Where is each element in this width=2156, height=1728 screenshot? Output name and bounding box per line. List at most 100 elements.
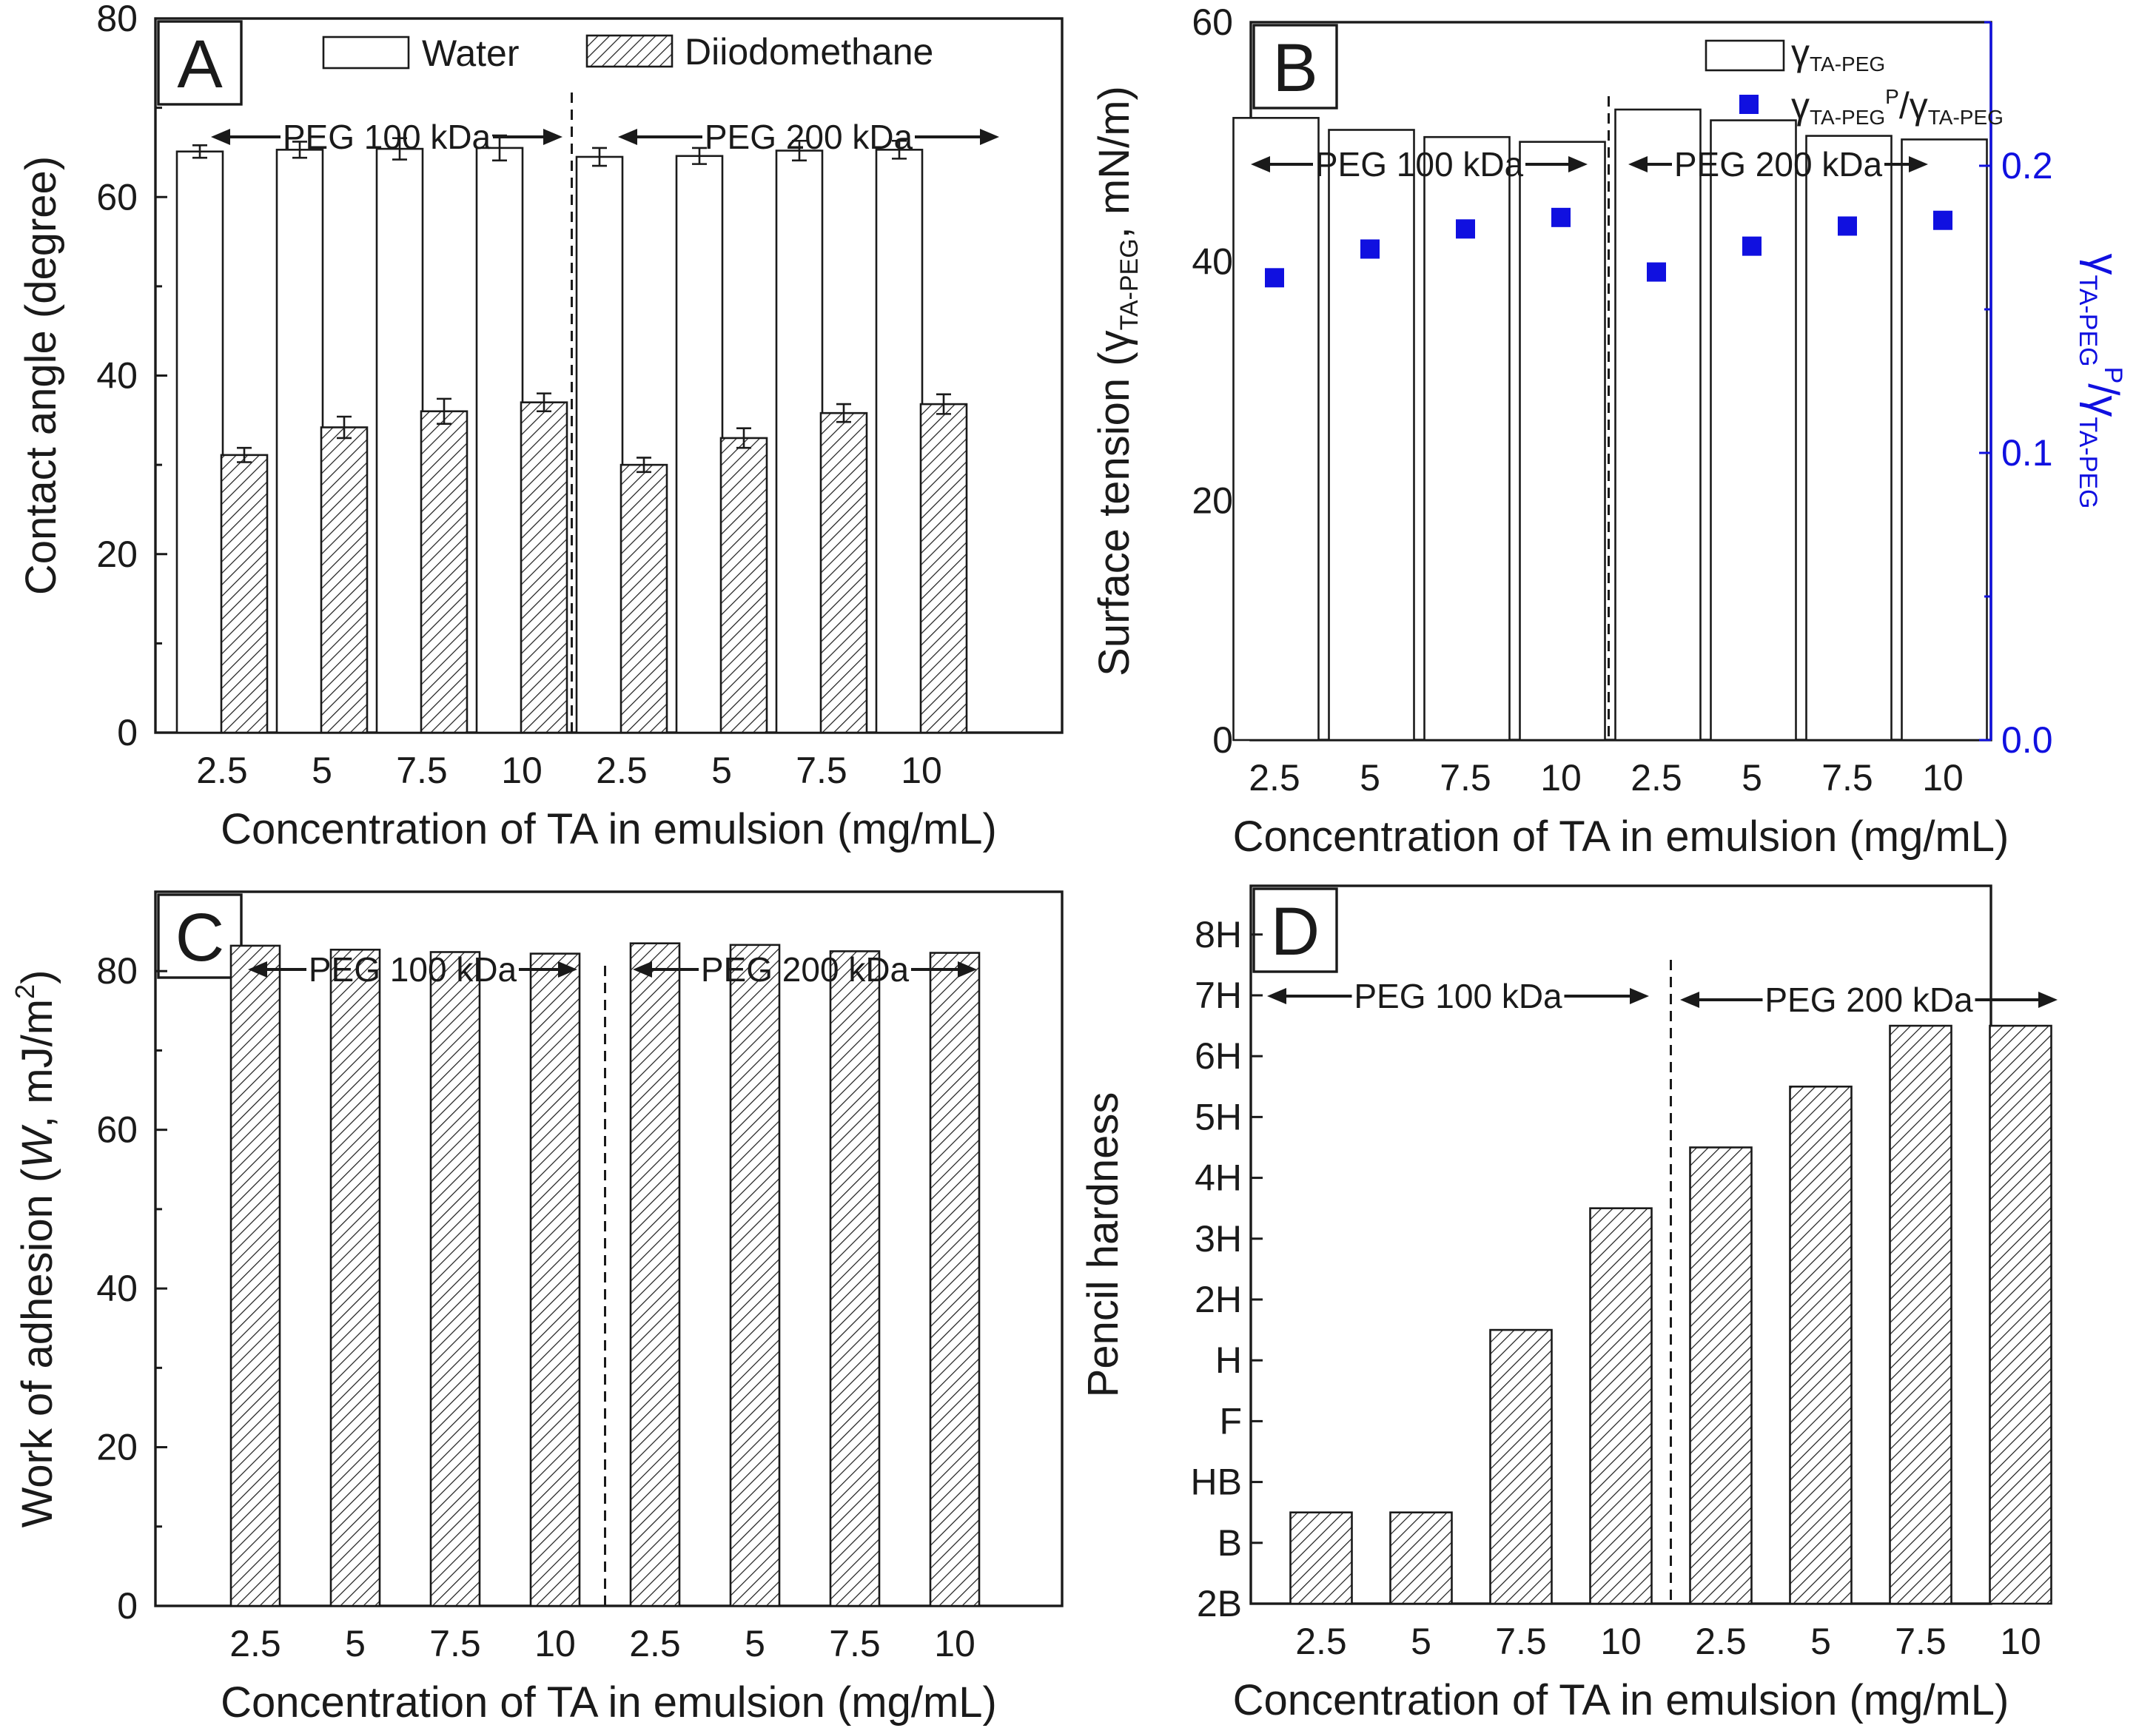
surface-tension-bar	[1710, 119, 1797, 742]
label-subscript: TA-PEG	[1928, 106, 2004, 129]
x-tick-label: 5	[1411, 1621, 1431, 1662]
label-part: W	[13, 1124, 61, 1169]
panel-c-x-axis-title: Concentration of TA in emulsion (mg/mL)	[221, 1678, 997, 1727]
label-part: , mN/m)	[1090, 86, 1138, 238]
arrow-head-left	[1251, 156, 1270, 172]
hardness-bar	[1489, 1328, 1553, 1605]
ratio-marker	[1456, 219, 1475, 239]
arrow-head-right	[543, 129, 562, 145]
panel-a-group-label: PEG 200 kDa	[705, 118, 913, 156]
label-part: /	[2079, 383, 2127, 396]
water-bar	[475, 147, 524, 734]
legend-bar-swatch	[1705, 39, 1785, 72]
water-bar	[675, 155, 724, 734]
panel-b-y-axis-title: Surface tension (γTA-PEG, mN/m)	[1090, 86, 1144, 676]
y-tick-label: 40	[96, 1268, 138, 1309]
surface-tension-bar	[1328, 129, 1415, 742]
y-tick-label: 60	[1192, 1, 1233, 43]
panel-b-letter: B	[1272, 30, 1317, 106]
diiodomethane-bar	[919, 403, 968, 734]
arrow-head-left	[1267, 988, 1286, 1004]
legend-diiodomethane-swatch	[585, 34, 674, 68]
x-tick-label: 10	[2000, 1621, 2041, 1662]
hardness-bar	[1289, 1511, 1353, 1605]
panel-b-group-annotation: PEG 100 kDa	[1251, 145, 1588, 184]
surface-tension-bar	[1901, 138, 1988, 742]
adhesion-bar	[829, 950, 881, 1607]
panel-c-group-annotation: PEG 100 kDa	[248, 950, 577, 989]
y-tick-label: 20	[1192, 480, 1233, 522]
panel-a-x-axis-title: Concentration of TA in emulsion (mg/mL)	[221, 805, 997, 853]
panel-c-group-label: PEG 200 kDa	[701, 950, 910, 989]
hardness-bar	[1789, 1085, 1853, 1605]
x-tick-label: 2.5	[629, 1623, 681, 1664]
label-part: γ	[1791, 85, 1810, 127]
x-tick-label: 2.5	[196, 750, 248, 791]
diiodomethane-bar	[520, 401, 568, 734]
y-tick-label: 8H	[1195, 914, 1242, 955]
panel-a-group-label: PEG 100 kDa	[283, 118, 491, 156]
x-tick-label: 2.5	[596, 750, 648, 791]
water-bar	[575, 155, 624, 734]
arrow-head-left	[211, 129, 230, 145]
x-tick-label: 10	[534, 1623, 576, 1664]
legend-diiodomethane-label: Diiodomethane	[685, 31, 933, 73]
y-tick-label: 7H	[1195, 975, 1242, 1016]
adhesion-bar	[929, 952, 981, 1607]
water-bar	[175, 150, 224, 734]
label-superscript: P	[2099, 367, 2127, 384]
legend-bar-label: γTA-PEG	[1791, 32, 1885, 75]
surface-tension-bar	[1519, 141, 1606, 742]
x-tick-label: 7.5	[1440, 757, 1491, 799]
x-tick-label: 2.5	[1295, 1621, 1347, 1662]
ratio-marker	[1551, 207, 1571, 227]
adhesion-bar	[529, 952, 581, 1607]
y-tick-label: 2H	[1195, 1279, 1242, 1320]
arrow-head-left	[633, 961, 652, 978]
y-tick-label: 0	[1212, 719, 1233, 761]
panel-c: C 2.5 5 7.5 10 2.5 5 7.5 10 Concentration of TA i…	[10, 890, 1064, 1727]
panel-d-letter-box	[1252, 887, 1338, 973]
legend-marker-label: γTA-PEGP/γTA-PEG	[1791, 85, 2004, 129]
adhesion-bar	[329, 948, 381, 1607]
water-bar	[275, 149, 324, 734]
panel-c-letter: C	[175, 900, 224, 975]
arrow-head-left	[248, 961, 267, 978]
hardness-bar	[1389, 1511, 1453, 1605]
label-part: Work of adhesion (	[13, 1169, 61, 1528]
panel-c-y-axis-title: Work of adhesion (W, mJ/m2)	[10, 970, 61, 1528]
panel-d-y-axis-title: Pencil hardness	[1079, 1092, 1127, 1398]
label-part: γ	[1910, 85, 1928, 127]
panel-d-x-axis-title: Concentration of TA in emulsion (mg/mL)	[1233, 1676, 2009, 1724]
y-tick-label: 20	[96, 1427, 138, 1468]
label-subscript: TA-PEG	[1810, 106, 1885, 129]
y-tick-label: 3H	[1195, 1218, 1242, 1260]
x-tick-label: 2.5	[1631, 757, 1682, 799]
hardness-bar	[1989, 1024, 2052, 1605]
panel-b-right-axis-title: γTA-PEGP/γTA-PEG	[2074, 254, 2127, 509]
label-superscript: P	[1885, 85, 1899, 108]
x-tick-label: 7.5	[1821, 757, 1873, 799]
y-tick-label: 0	[117, 1585, 138, 1627]
x-tick-label: 5	[312, 750, 332, 791]
arrow-head-left	[1680, 992, 1699, 1008]
x-tick-label: 5	[745, 1623, 765, 1664]
x-tick-label: 10	[901, 750, 942, 791]
diiodomethane-bar	[719, 437, 768, 734]
panel-d: D 2.5 5 7.5 10 2.5 5 7.5 10 Concentration of TA i…	[1079, 884, 2052, 1724]
arrow-head-left	[618, 129, 637, 145]
label-part: γ	[1090, 330, 1138, 352]
diiodomethane-bar	[320, 426, 369, 734]
x-tick-label: 7.5	[1895, 1621, 1947, 1662]
diiodomethane-bar	[819, 411, 868, 734]
x-tick-label: 5	[1742, 757, 1762, 799]
y-tick-label: 6H	[1195, 1035, 1242, 1077]
arrow-head-right	[1568, 156, 1588, 172]
panel-b-group-label: PEG 200 kDa	[1674, 145, 1883, 184]
ratio-marker	[1933, 210, 1952, 230]
panel-c-group-label: PEG 100 kDa	[309, 950, 517, 989]
diiodomethane-bar	[220, 454, 269, 734]
water-bar	[775, 149, 824, 734]
panel-d-group-annotation: PEG 100 kDa	[1267, 977, 1649, 1015]
panel-a-group-annotation: PEG 100 kDa	[211, 118, 562, 156]
